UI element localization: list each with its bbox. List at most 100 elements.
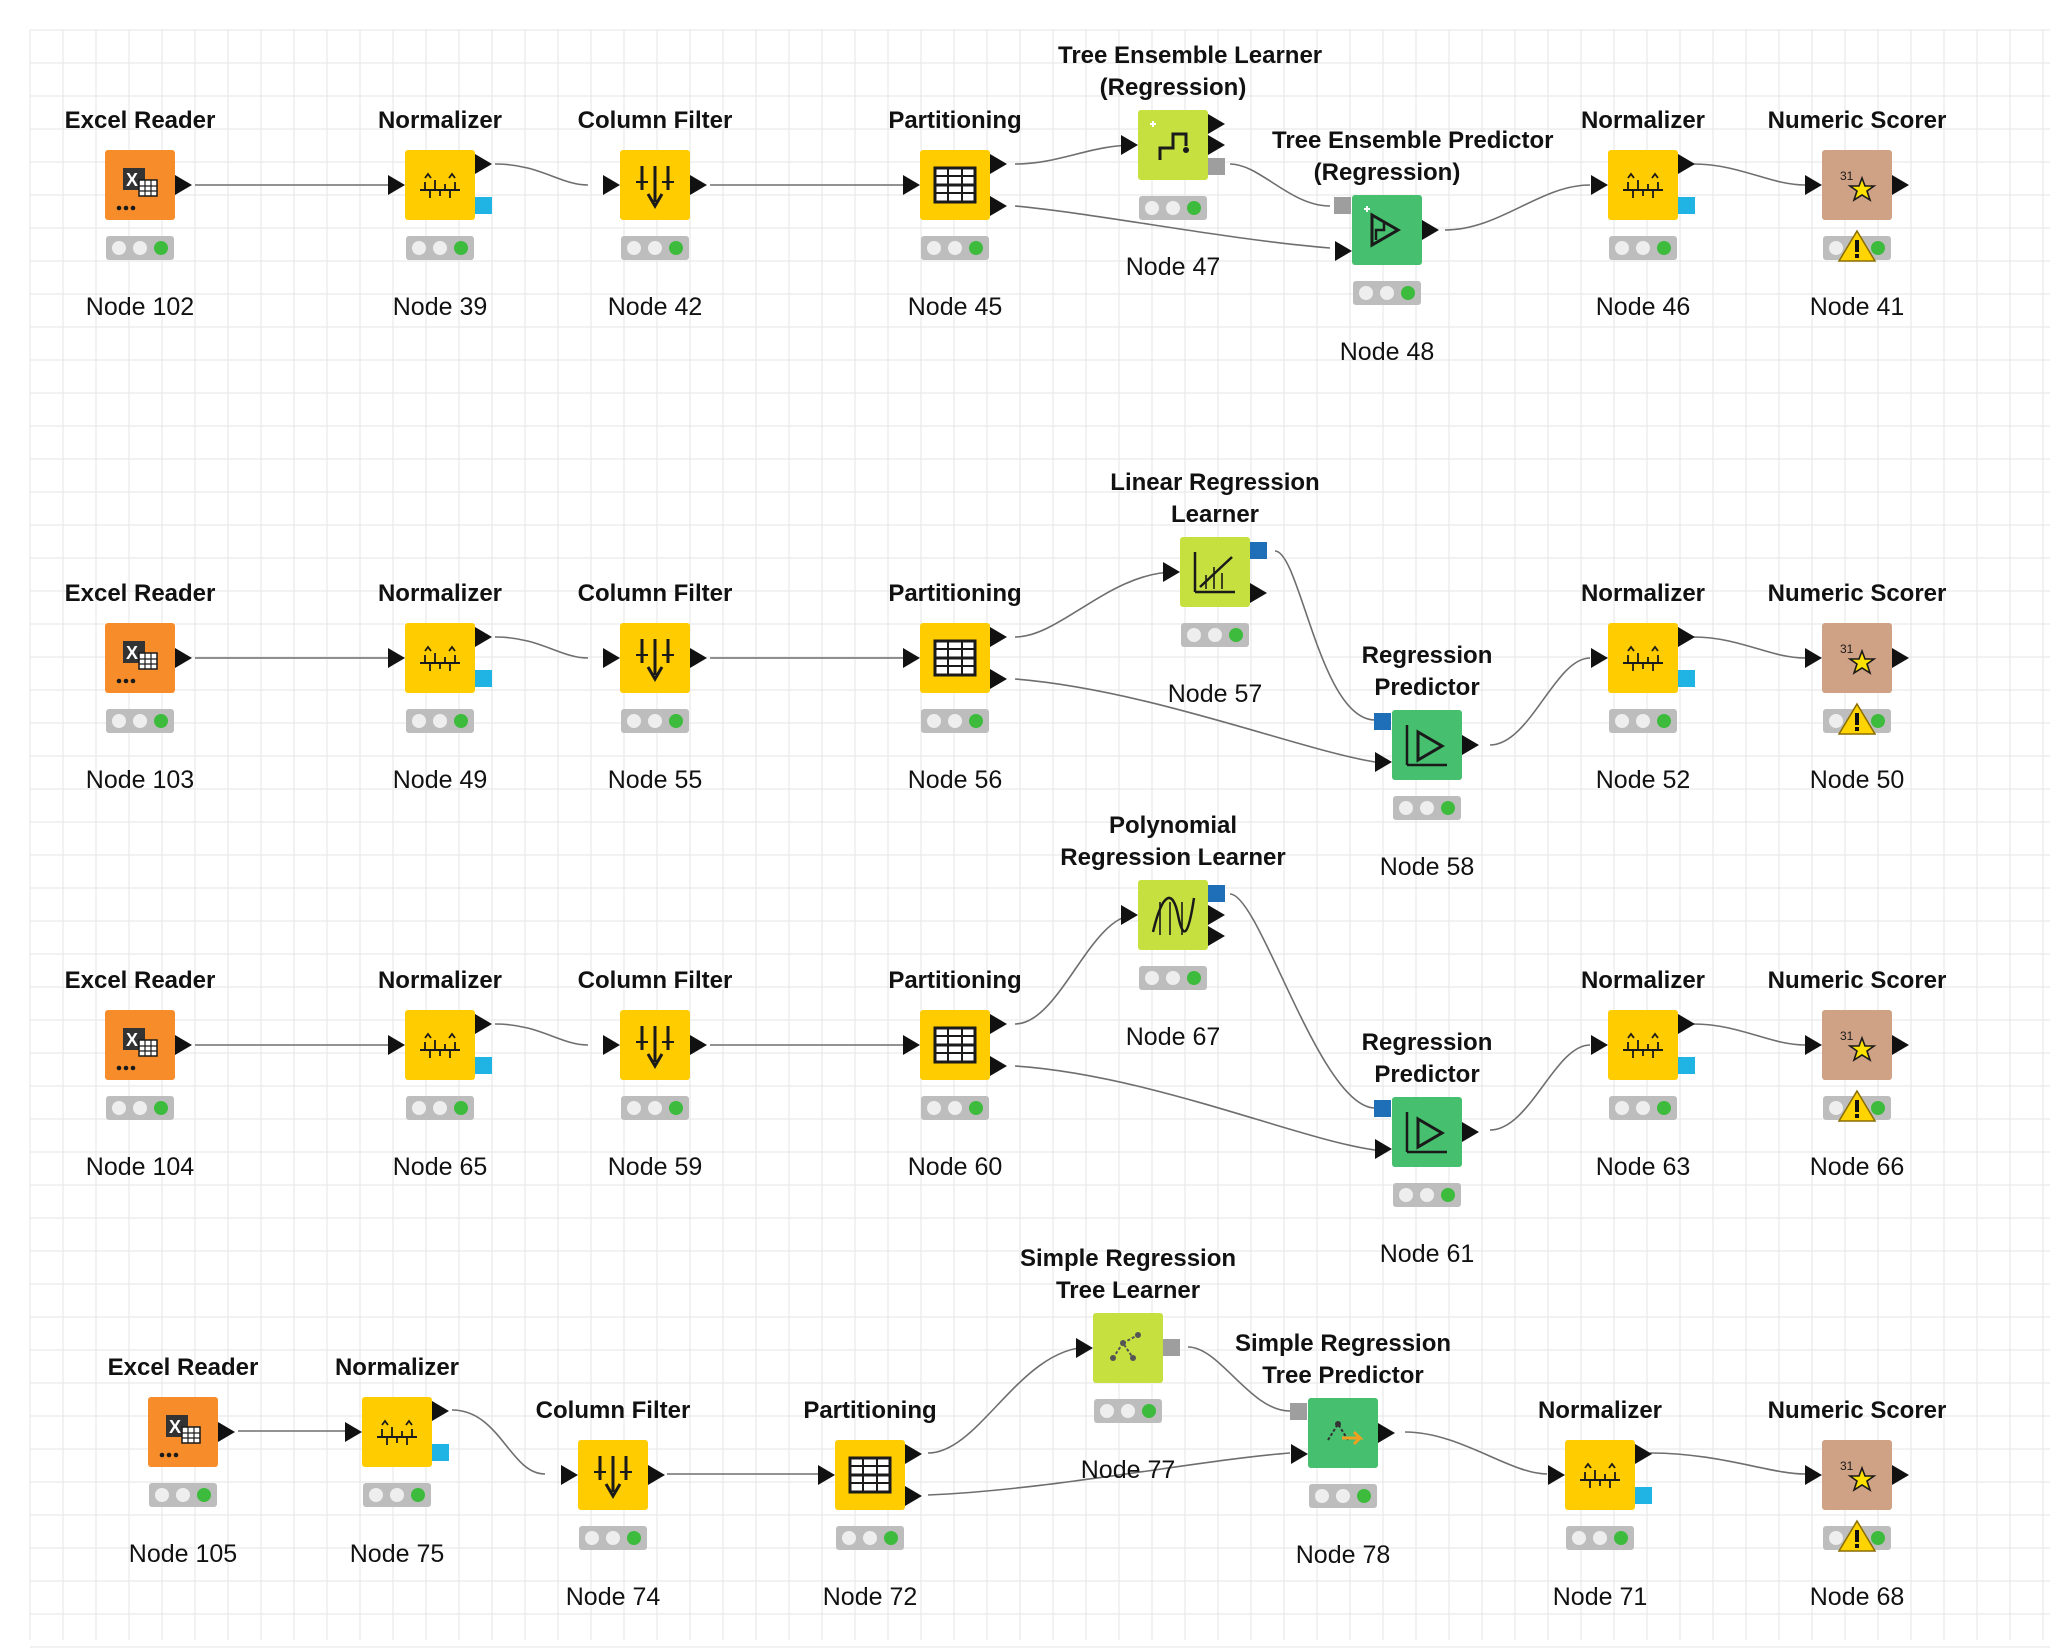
node-49[interactable]: Normalizer Node 49 bbox=[325, 580, 555, 794]
output-port[interactable] bbox=[690, 175, 707, 195]
input-port[interactable] bbox=[388, 1035, 405, 1055]
input-port[interactable] bbox=[1121, 905, 1138, 925]
node-label[interactable]: Node 102 bbox=[85, 293, 195, 321]
node-78[interactable]: Simple Regression Tree Predictor Node 78 bbox=[1228, 1330, 1458, 1569]
model-port[interactable] bbox=[1250, 542, 1267, 559]
node-label[interactable]: Node 104 bbox=[85, 1153, 195, 1181]
connection[interactable] bbox=[1229, 163, 1331, 207]
node-102[interactable]: Excel Reader X Node 102 bbox=[25, 107, 255, 321]
output-port[interactable] bbox=[475, 1014, 492, 1034]
output-port[interactable] bbox=[1678, 627, 1695, 647]
learner-node-body[interactable] bbox=[1093, 1313, 1163, 1383]
node-71[interactable]: Normalizer Node 71 bbox=[1485, 1397, 1715, 1611]
output-port[interactable] bbox=[1208, 905, 1225, 925]
manipulator-node-body[interactable] bbox=[405, 150, 475, 220]
manipulator-node-body[interactable] bbox=[920, 623, 990, 693]
connection[interactable] bbox=[1444, 184, 1591, 231]
connection[interactable] bbox=[927, 1346, 1091, 1454]
node-50[interactable]: Numeric Scorer 31 Node 50 bbox=[1742, 580, 1972, 794]
warning-icon[interactable] bbox=[1837, 1519, 1877, 1553]
predictor-node-body[interactable] bbox=[1308, 1398, 1378, 1468]
model-port[interactable] bbox=[1163, 1339, 1180, 1356]
output-port[interactable] bbox=[1208, 114, 1225, 134]
warning-icon[interactable] bbox=[1837, 229, 1877, 263]
node-label[interactable]: Node 72 bbox=[822, 1583, 918, 1611]
node-label[interactable]: Node 63 bbox=[1595, 1153, 1691, 1181]
node-60[interactable]: Partitioning Node 60 bbox=[840, 967, 1070, 1181]
output-port[interactable] bbox=[990, 1056, 1007, 1076]
output-port[interactable] bbox=[1892, 1465, 1909, 1485]
output-port[interactable] bbox=[1422, 220, 1439, 240]
connection[interactable] bbox=[1229, 893, 1376, 1109]
node-label[interactable]: Node 60 bbox=[907, 1153, 1003, 1181]
connection[interactable] bbox=[1692, 636, 1806, 659]
learner-node-body[interactable] bbox=[1180, 537, 1250, 607]
output-port[interactable] bbox=[475, 627, 492, 647]
connection[interactable] bbox=[1274, 550, 1376, 721]
node-75[interactable]: Normalizer Node 75 bbox=[282, 1354, 512, 1568]
learner-node-body[interactable] bbox=[1138, 110, 1208, 180]
node-45[interactable]: Partitioning Node 45 bbox=[840, 107, 1070, 321]
flow-variable-port[interactable] bbox=[475, 197, 492, 214]
output-port[interactable] bbox=[990, 1014, 1007, 1034]
output-port[interactable] bbox=[475, 154, 492, 174]
node-label[interactable]: Node 58 bbox=[1379, 853, 1475, 881]
manipulator-node-body[interactable] bbox=[1565, 1440, 1635, 1510]
output-port[interactable] bbox=[1678, 154, 1695, 174]
connection[interactable] bbox=[494, 1023, 589, 1046]
output-port[interactable] bbox=[690, 1035, 707, 1055]
input-port[interactable] bbox=[1591, 1035, 1608, 1055]
scorer-node-body[interactable]: 31 bbox=[1822, 1440, 1892, 1510]
node-41[interactable]: Numeric Scorer 31 Node 41 bbox=[1742, 107, 1972, 321]
output-port[interactable] bbox=[648, 1465, 665, 1485]
reader-node-body[interactable]: X bbox=[105, 1010, 175, 1080]
node-label[interactable]: Node 68 bbox=[1809, 1583, 1905, 1611]
flow-variable-port[interactable] bbox=[475, 1057, 492, 1074]
node-label[interactable]: Node 39 bbox=[392, 293, 488, 321]
node-66[interactable]: Numeric Scorer 31 Node 66 bbox=[1742, 967, 1972, 1181]
output-port[interactable] bbox=[1462, 735, 1479, 755]
output-port[interactable] bbox=[175, 648, 192, 668]
scorer-node-body[interactable]: 31 bbox=[1822, 150, 1892, 220]
connection[interactable] bbox=[1014, 678, 1376, 763]
output-port[interactable] bbox=[1635, 1444, 1652, 1464]
output-port[interactable] bbox=[1208, 135, 1225, 155]
connection[interactable] bbox=[1014, 571, 1176, 638]
model-port[interactable] bbox=[1290, 1403, 1307, 1420]
connection[interactable] bbox=[1489, 657, 1591, 746]
connection[interactable] bbox=[1014, 914, 1136, 1025]
reader-node-body[interactable]: X bbox=[105, 150, 175, 220]
node-label[interactable]: Node 77 bbox=[1080, 1456, 1176, 1484]
manipulator-node-body[interactable] bbox=[920, 1010, 990, 1080]
output-port[interactable] bbox=[905, 1444, 922, 1464]
node-52[interactable]: Normalizer Node 52 bbox=[1528, 580, 1758, 794]
manipulator-node-body[interactable] bbox=[405, 1010, 475, 1080]
node-68[interactable]: Numeric Scorer 31 Node 68 bbox=[1742, 1397, 1972, 1611]
model-port[interactable] bbox=[1374, 1100, 1391, 1117]
output-port[interactable] bbox=[1892, 1035, 1909, 1055]
node-label[interactable]: Node 71 bbox=[1552, 1583, 1648, 1611]
node-55[interactable]: Column Filter Node 55 bbox=[540, 580, 770, 794]
input-port[interactable] bbox=[1076, 1338, 1093, 1358]
node-57[interactable]: Linear Regression Learner Node 57 bbox=[1100, 469, 1330, 708]
input-port[interactable] bbox=[345, 1422, 362, 1442]
warning-icon[interactable] bbox=[1837, 1089, 1877, 1123]
node-56[interactable]: Partitioning Node 56 bbox=[840, 580, 1070, 794]
output-port[interactable] bbox=[1678, 1014, 1695, 1034]
node-label[interactable]: Node 49 bbox=[392, 766, 488, 794]
node-label[interactable]: Node 105 bbox=[128, 1540, 238, 1568]
node-label[interactable]: Node 55 bbox=[607, 766, 703, 794]
input-port[interactable] bbox=[1805, 1035, 1822, 1055]
input-port[interactable] bbox=[1121, 135, 1138, 155]
node-label[interactable]: Node 74 bbox=[565, 1583, 661, 1611]
node-103[interactable]: Excel Reader X Node 103 bbox=[25, 580, 255, 794]
manipulator-node-body[interactable] bbox=[362, 1397, 432, 1467]
input-port[interactable] bbox=[603, 175, 620, 195]
connection[interactable] bbox=[451, 1409, 546, 1475]
node-label[interactable]: Node 57 bbox=[1167, 680, 1263, 708]
connection[interactable] bbox=[1489, 1044, 1591, 1131]
node-47[interactable]: Tree Ensemble Learner (Regression) Node 47 bbox=[1058, 42, 1322, 281]
flow-variable-port[interactable] bbox=[1678, 197, 1695, 214]
flow-variable-port[interactable] bbox=[432, 1444, 449, 1461]
manipulator-node-body[interactable] bbox=[405, 623, 475, 693]
